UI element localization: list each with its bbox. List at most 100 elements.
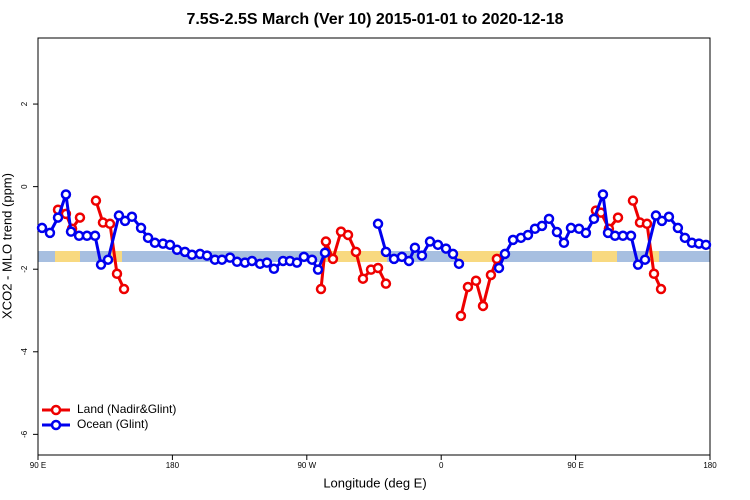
data-point bbox=[493, 262, 505, 274]
data-point bbox=[142, 232, 154, 244]
legend-label: Ocean (Glint) bbox=[77, 417, 148, 431]
data-point bbox=[617, 230, 629, 242]
data-point bbox=[372, 262, 384, 274]
data-point bbox=[327, 253, 339, 265]
data-point bbox=[639, 254, 651, 265]
data-point bbox=[588, 213, 600, 225]
data-point bbox=[118, 283, 130, 295]
data-point bbox=[90, 195, 102, 206]
data-point bbox=[700, 239, 712, 251]
y-tick-label: 0 bbox=[20, 184, 29, 189]
data-point bbox=[499, 248, 511, 260]
data-point bbox=[679, 232, 691, 244]
data-point bbox=[52, 212, 64, 223]
data-point bbox=[268, 263, 280, 275]
data-point bbox=[342, 229, 354, 241]
x-axis-label: Longitude (deg E) bbox=[323, 475, 426, 490]
data-point bbox=[126, 211, 138, 223]
data-point bbox=[522, 229, 534, 241]
data-point bbox=[380, 278, 392, 289]
data-point bbox=[409, 242, 421, 253]
data-point bbox=[186, 249, 198, 261]
data-point bbox=[403, 255, 415, 267]
data-point bbox=[462, 281, 474, 293]
data-point bbox=[246, 255, 258, 267]
data-point bbox=[536, 220, 548, 232]
data-point bbox=[201, 250, 213, 261]
x-tick-label: 90 E bbox=[567, 461, 583, 470]
data-point bbox=[149, 237, 161, 249]
data-point bbox=[291, 257, 303, 268]
data-point bbox=[95, 259, 107, 270]
data-point bbox=[216, 254, 228, 265]
data-point bbox=[627, 195, 639, 206]
chart-title: 7.5S-2.5S March (Ver 10) 2015-01-01 to 2… bbox=[186, 11, 563, 28]
y-tick-label: -2 bbox=[20, 265, 29, 273]
data-point bbox=[625, 230, 637, 242]
data-point bbox=[491, 253, 503, 265]
data-point bbox=[447, 248, 459, 260]
data-point bbox=[312, 264, 324, 275]
data-point bbox=[648, 268, 660, 279]
data-point bbox=[65, 226, 77, 237]
data-point bbox=[357, 273, 369, 284]
data-point bbox=[44, 227, 56, 239]
data-point bbox=[111, 268, 123, 279]
x-tick-label: 0 bbox=[439, 461, 444, 470]
data-point bbox=[36, 222, 48, 234]
data-point bbox=[135, 222, 147, 234]
data-point bbox=[319, 247, 331, 258]
data-point bbox=[81, 230, 93, 242]
data-point bbox=[432, 239, 444, 251]
data-point bbox=[372, 218, 384, 230]
data-point bbox=[485, 269, 497, 281]
legend-marker bbox=[50, 419, 62, 431]
x-tick-label: 90 W bbox=[297, 461, 316, 470]
data-point bbox=[261, 257, 273, 268]
data-point bbox=[551, 226, 563, 238]
data-point bbox=[380, 246, 392, 258]
data-point bbox=[60, 189, 72, 200]
data-point bbox=[315, 283, 327, 295]
y-tick-label: -4 bbox=[20, 348, 29, 356]
data-point bbox=[320, 236, 332, 247]
data-point bbox=[453, 258, 465, 270]
legend-label: Land (Nadir&Glint) bbox=[77, 402, 176, 416]
legend-marker bbox=[50, 404, 62, 416]
data-point bbox=[580, 227, 592, 239]
data-point bbox=[470, 275, 482, 287]
data-point bbox=[350, 246, 362, 258]
plot-frame bbox=[37, 37, 711, 456]
data-point bbox=[74, 212, 86, 223]
data-point bbox=[558, 237, 570, 249]
data-point bbox=[455, 310, 467, 322]
data-point bbox=[298, 251, 310, 263]
data-point bbox=[543, 213, 555, 225]
y-axis-label: XCO2 - MLO trend (ppm) bbox=[0, 173, 14, 319]
data-point bbox=[477, 300, 489, 312]
legend: Land (Nadir&Glint)Ocean (Glint) bbox=[42, 402, 176, 431]
data-point bbox=[416, 250, 428, 261]
data-point bbox=[440, 243, 452, 254]
series bbox=[36, 189, 712, 275]
data-point bbox=[663, 211, 675, 223]
data-point bbox=[565, 222, 577, 234]
y-tick-label: 2 bbox=[20, 101, 29, 106]
data-point bbox=[89, 230, 101, 242]
data-point bbox=[597, 189, 609, 200]
data-point bbox=[672, 222, 684, 234]
data-point bbox=[113, 210, 125, 221]
data-point bbox=[104, 218, 116, 230]
data-point bbox=[612, 212, 624, 223]
data-point bbox=[306, 254, 318, 265]
data-point bbox=[102, 254, 114, 265]
x-tick-label: 180 bbox=[166, 461, 180, 470]
x-tick-label: 90 E bbox=[30, 461, 46, 470]
y-tick-label: -6 bbox=[20, 430, 29, 438]
x-tick-label: 180 bbox=[703, 461, 717, 470]
data-point bbox=[632, 259, 644, 270]
data-point bbox=[655, 283, 667, 295]
data-point bbox=[641, 218, 653, 230]
data-point bbox=[164, 239, 176, 251]
